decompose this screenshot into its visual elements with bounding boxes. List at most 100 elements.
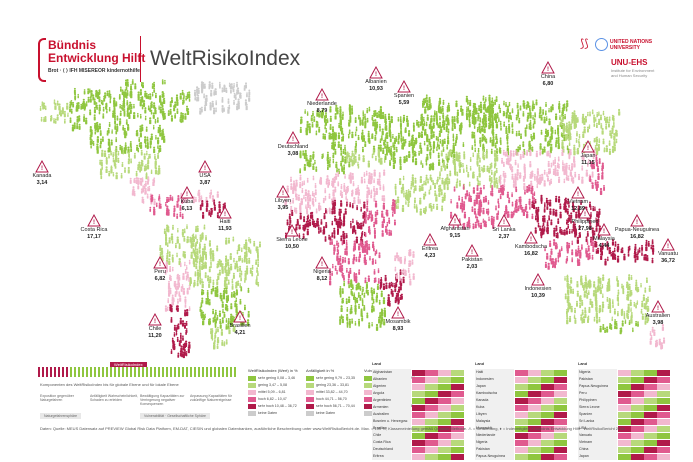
- country-callout: Haiti 11,93: [200, 219, 250, 232]
- rank-color-cell: [618, 390, 631, 397]
- class-table-row: keine Daten: [248, 410, 277, 417]
- map-region: [69, 87, 131, 133]
- hazard-triangle-icon: [233, 309, 247, 323]
- un-line1: UNITED NATIONS: [610, 39, 653, 45]
- rank-color-cell: [554, 432, 567, 439]
- country-risk-value: 3,98: [652, 319, 664, 326]
- legend-cat-exposure: Exposition gegenüber Naturgefahren: [40, 394, 74, 402]
- country-risk-value: 17,17: [87, 233, 101, 240]
- rank-color-cell: [541, 390, 554, 397]
- rank-color-cell: [541, 376, 554, 383]
- rank-country-name: Papua-Neuguinea: [578, 383, 617, 390]
- rank-color-cell: [618, 383, 631, 390]
- rank-table-row: Japan: [578, 453, 670, 460]
- class-label: hoch: [258, 397, 267, 401]
- class-swatch: [364, 382, 372, 388]
- class-table-row: gering 3,47 – 5,08: [248, 382, 287, 389]
- hazard-triangles: !!!!!!!!!!!!!!!!!!!!!!!!!!!!!!: [35, 60, 675, 326]
- country-callout: Deutschland 3,08: [268, 144, 318, 157]
- rank-color-cell: [528, 418, 541, 425]
- rank-color-cell: [618, 369, 631, 376]
- rank-table-row: Kanada: [475, 397, 567, 404]
- rank-color-cell: [554, 425, 567, 432]
- rank-table-row: Kambodscha: [475, 390, 567, 397]
- rank-color-cell: [412, 432, 425, 439]
- country-risk-value: 6,82: [154, 275, 166, 282]
- rank-color-cell: [644, 390, 657, 397]
- hazard-triangle-icon: [391, 305, 405, 319]
- rank-color-cell: [541, 383, 554, 390]
- rank-color-cell: [451, 376, 464, 383]
- rank-color-cell: [528, 425, 541, 432]
- hazard-triangle-icon: [153, 255, 167, 269]
- class-table-row: mittel 33,82 – 44,70: [306, 389, 348, 396]
- rank-table-row: Malaysia: [475, 418, 567, 425]
- rank-color-cell: [412, 439, 425, 446]
- country-callout: USA 3,87: [180, 173, 230, 186]
- rank-color-cell: [541, 418, 554, 425]
- rank-color-cell: [618, 404, 631, 411]
- rank-color-cell: [451, 369, 464, 376]
- rank-country-name: Deutschland: [372, 446, 411, 453]
- country-name: Chile: [148, 326, 162, 332]
- rank-color-cell: [644, 425, 657, 432]
- class-table-row: sehr hoch 10,48 – 36,72: [248, 403, 297, 410]
- rank-table-row: Deutschland: [372, 446, 464, 453]
- rank-country-name: Spanien: [578, 411, 617, 418]
- country-name: Deutschland: [277, 144, 309, 150]
- rank-table-row: Libyen: [475, 411, 567, 418]
- country-callout: Papua-Neuguinea 16,82: [612, 227, 662, 240]
- rank-color-cell: [618, 432, 631, 439]
- country-name: Papua-Neuguinea: [614, 227, 660, 233]
- country-name: Vanuatu: [657, 251, 679, 257]
- rank-color-cell: [618, 376, 631, 383]
- hazard-exclaim-icon: !: [154, 319, 156, 325]
- rank-color-cell: [644, 418, 657, 425]
- hazard-triangle-icon: [630, 213, 644, 227]
- legend-box-hazard: Naturgefahrensphäre: [40, 413, 82, 419]
- rank-color-cell: [515, 383, 528, 390]
- legend-components-title: Komponenten des WeltRisikoIndex bis für …: [40, 382, 179, 387]
- rank-color-cell: [451, 446, 464, 453]
- rank-color-cell: [425, 425, 438, 432]
- rank-color-cell: [425, 453, 438, 460]
- hazard-triangle-icon: [581, 139, 595, 153]
- country-callout: Kanada 3,14: [17, 173, 67, 186]
- rank-table-row: Nigeria: [578, 369, 670, 376]
- class-label: mittel: [258, 390, 268, 394]
- rank-color-cell: [541, 404, 554, 411]
- rank-table-row: Nigeria: [475, 439, 567, 446]
- rank-color-cell: [438, 369, 451, 376]
- rank-color-cell: [412, 425, 425, 432]
- country-risk-value: 3,08: [287, 150, 299, 157]
- map-region: [129, 176, 161, 206]
- rank-color-cell: [631, 383, 644, 390]
- rank-color-cell: [451, 411, 464, 418]
- map-region: [544, 239, 595, 270]
- country-callout: Japan 11,15: [563, 153, 613, 166]
- footer-source-note: Daten: Quelle: MEUS Datensatz auf PREVIE…: [40, 426, 625, 431]
- rank-country-name: Bosnien u. Herzegow.: [372, 418, 411, 425]
- rank-table-row: Costa Rica: [372, 439, 464, 446]
- hazard-triangle-icon: [497, 213, 511, 227]
- rank-country-name: Libyen: [475, 411, 514, 418]
- country-risk-value: 16,82: [524, 250, 538, 257]
- rank-color-cell: [554, 453, 567, 460]
- country-risk-value: 8,79: [316, 107, 328, 114]
- rank-color-cell: [631, 432, 644, 439]
- hazard-exclaim-icon: !: [429, 239, 431, 245]
- rank-country-name: Angola: [372, 390, 411, 397]
- rank-color-cell: [657, 411, 670, 418]
- class-table-title: WeltRisikoIndex (Wert) in %: [248, 368, 298, 373]
- rank-color-cell: [541, 397, 554, 404]
- country-name: Brasilien: [229, 323, 251, 329]
- country-risk-value: 3,14: [36, 179, 48, 186]
- rank-color-cell: [657, 369, 670, 376]
- rank-table-row: Brasilien: [372, 425, 464, 432]
- rank-color-cell: [412, 383, 425, 390]
- rank-table-row: Japan: [475, 383, 567, 390]
- rank-color-cell: [438, 432, 451, 439]
- rank-color-cell: [425, 432, 438, 439]
- rank-color-cell: [631, 404, 644, 411]
